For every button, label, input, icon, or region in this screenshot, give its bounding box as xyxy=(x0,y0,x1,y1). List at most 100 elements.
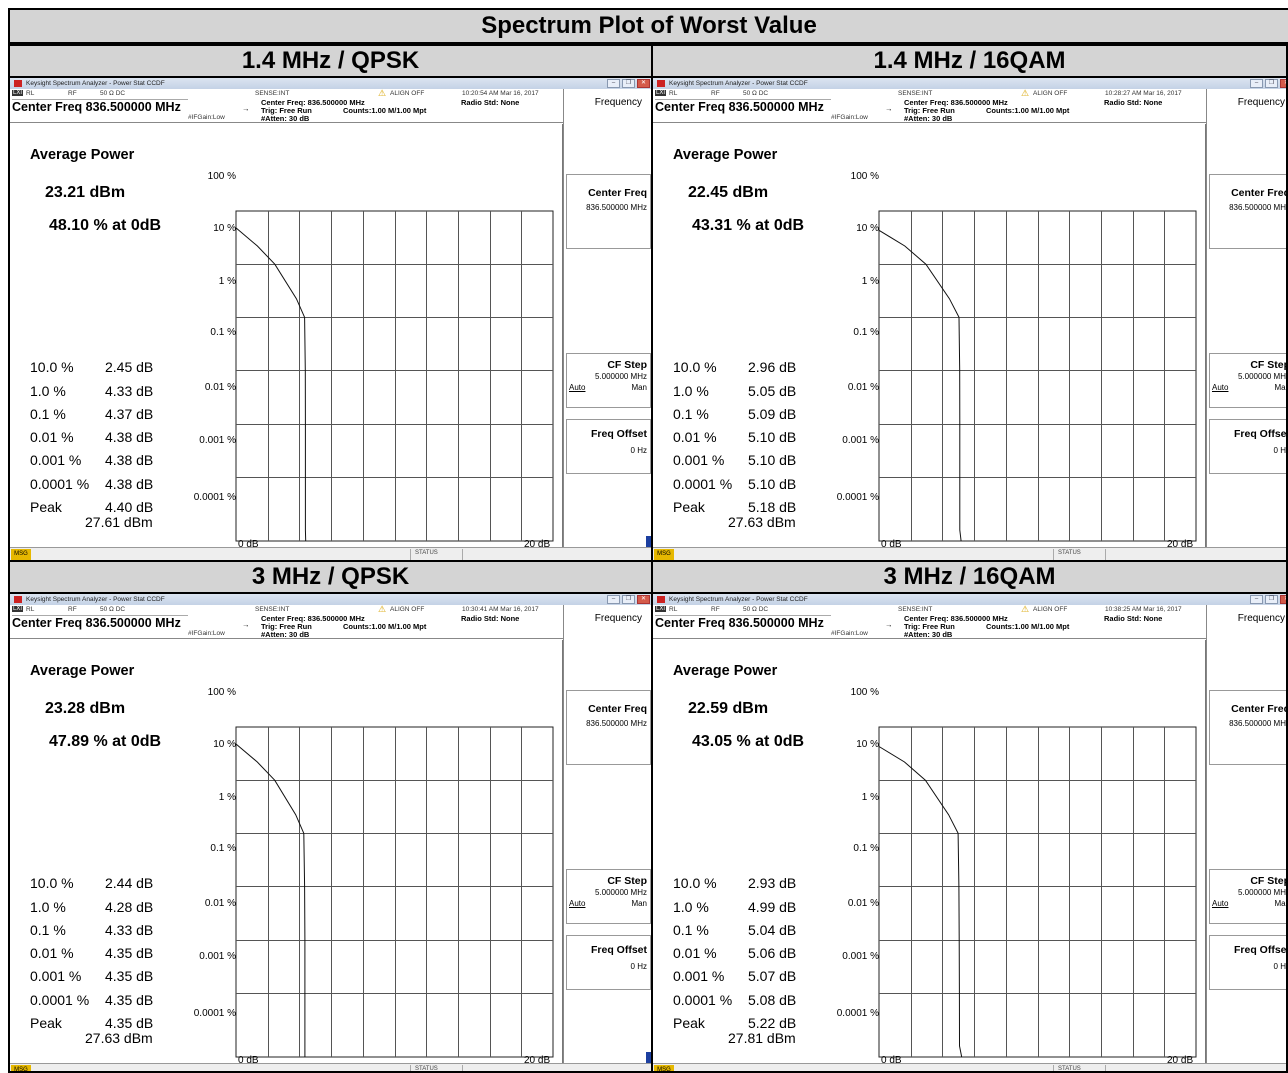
align-indicator: ALIGN OFF xyxy=(390,90,425,97)
status-bar: MSG STATUS xyxy=(10,1063,651,1071)
y-axis-tick-label: 10 % xyxy=(213,223,236,234)
if-gain: #IFGain:Low xyxy=(188,114,225,121)
center-freq-readout[interactable]: Center Freq 836.500000 MHz xyxy=(655,615,831,630)
stat-probability: 0.1 % xyxy=(30,406,66,422)
ccdf-trace xyxy=(235,227,307,542)
message-indicator[interactable]: MSG xyxy=(11,1065,31,1071)
center-freq-softkey[interactable]: Center Freq 836.500000 MHz xyxy=(566,690,651,765)
status-divider xyxy=(410,549,411,561)
status-bar: MSG STATUS xyxy=(653,1063,1286,1071)
measurement-results: Average Power 22.59 dBm 43.05 % at 0dB 10.0… xyxy=(653,640,825,1063)
impedance-indicator: 50 Ω DC xyxy=(743,606,769,613)
restore-button[interactable]: ❐ xyxy=(1265,595,1278,604)
center-freq-readout[interactable]: Center Freq 836.500000 MHz xyxy=(12,99,188,114)
stat-value: 5.07 dB xyxy=(748,968,797,984)
stat-value: 5.22 dB xyxy=(748,1015,797,1031)
rl-indicator: RL xyxy=(26,90,35,97)
app-icon xyxy=(14,80,22,87)
softkey-value: 836.500000 MHz xyxy=(1229,203,1288,212)
softkey-label: Freq Offset xyxy=(1233,428,1288,440)
message-indicator[interactable]: MSG xyxy=(654,549,674,560)
freq-offset-softkey[interactable]: Freq Offset 0 Hz xyxy=(566,419,651,474)
section-heading: 3 MHz / 16QAM xyxy=(651,560,1288,594)
page-title: Spectrum Plot of Worst Value xyxy=(8,8,1288,44)
freq-offset-softkey[interactable]: Freq Offset 0 Hz xyxy=(1209,419,1288,474)
restore-button[interactable]: ❐ xyxy=(622,79,635,88)
minimize-button[interactable]: – xyxy=(1250,79,1263,88)
rf-indicator: RF xyxy=(711,90,720,97)
stat-value: 4.35 dB xyxy=(105,1015,154,1031)
minimize-button[interactable]: – xyxy=(607,79,620,88)
man-option[interactable]: Man xyxy=(1274,383,1286,392)
lxi-icon: LXI xyxy=(655,606,667,612)
restore-button[interactable]: ❐ xyxy=(622,595,635,604)
minimize-button[interactable]: – xyxy=(607,595,620,604)
plot-border xyxy=(235,210,554,542)
warning-icon: ⚠ xyxy=(378,604,387,614)
warning-icon: ⚠ xyxy=(1021,604,1030,614)
softkey-value: 0 Hz xyxy=(630,446,647,455)
impedance-indicator: 50 Ω DC xyxy=(100,90,126,97)
y-axis-tick-label: 0.1 % xyxy=(853,843,879,854)
stat-value: 4.35 dB xyxy=(105,992,154,1008)
stat-value: 5.04 dB xyxy=(748,922,797,938)
stat-probability: 0.01 % xyxy=(673,429,717,445)
close-button[interactable]: ✕ xyxy=(637,79,650,88)
rl-indicator: RL xyxy=(669,606,678,613)
header-center-freq: Center Freq: 836.500000 MHz xyxy=(904,98,1008,107)
stat-probability: 0.0001 % xyxy=(30,992,90,1008)
stat-value: 4.38 dB xyxy=(105,429,154,445)
center-freq-softkey[interactable]: Center Freq 836.500000 MHz xyxy=(1209,690,1286,765)
y-axis-tick-label: 0.01 % xyxy=(847,898,879,909)
center-freq-readout[interactable]: Center Freq 836.500000 MHz xyxy=(655,99,831,114)
trigger-mode: Trig: Free Run xyxy=(261,622,312,631)
close-button[interactable]: ✕ xyxy=(1280,595,1286,604)
x-axis-end-label: 20 dB xyxy=(524,539,551,550)
average-power-dbm: 23.21 dBm xyxy=(45,184,126,201)
timestamp: 10:38:25 AM Mar 16, 2017 xyxy=(1105,606,1182,613)
ccdf-plot: 100 % 10 % 1 % 0.1 % 0.01 % 0.001 % 0.0001 % 0 … xyxy=(182,640,563,1071)
man-option[interactable]: Man xyxy=(1274,899,1286,908)
measurement-info-bar: LXI RL RF 50 Ω DC SENSE:INT ⚠ ALIGN OFF 10:28:2… xyxy=(653,88,1206,123)
close-button[interactable]: ✕ xyxy=(1280,79,1286,88)
center-freq-softkey[interactable]: Center Freq 836.500000 MHz xyxy=(1209,174,1288,249)
close-button[interactable]: ✕ xyxy=(637,595,650,604)
window-controls: –❐✕ xyxy=(1250,79,1286,88)
freq-offset-softkey[interactable]: Freq Offset 0 Hz xyxy=(566,935,651,990)
measurement-info-bar: LXI RL RF 50 Ω DC SENSE:INT ⚠ ALIGN OFF 10:38:2… xyxy=(653,604,1206,639)
x-axis-end-label: 20 dB xyxy=(1167,1055,1194,1066)
x-axis-start-label: 0 dB xyxy=(238,1055,259,1066)
softkey-label: Center Freq xyxy=(588,187,647,199)
auto-option[interactable]: Auto xyxy=(569,383,586,392)
average-power-percent: 47.89 % at 0dB xyxy=(49,733,162,750)
message-indicator[interactable]: MSG xyxy=(11,549,31,560)
auto-option[interactable]: Auto xyxy=(1212,383,1229,392)
stat-probability: 0.1 % xyxy=(673,922,709,938)
man-option[interactable]: Man xyxy=(631,383,647,392)
y-axis-tick-label: 0.1 % xyxy=(210,327,236,338)
message-indicator[interactable]: MSG xyxy=(654,1065,674,1071)
ccdf-trace xyxy=(235,743,306,1057)
stat-value: 5.09 dB xyxy=(748,406,797,422)
center-freq-softkey[interactable]: Center Freq 836.500000 MHz xyxy=(566,174,651,249)
attenuation: #Atten: 30 dB xyxy=(904,630,953,639)
y-axis-tick-label: 0.001 % xyxy=(199,951,236,962)
y-axis-tick-label: 0.1 % xyxy=(853,327,879,338)
man-option[interactable]: Man xyxy=(631,899,647,908)
restore-button[interactable]: ❐ xyxy=(1265,79,1278,88)
auto-option[interactable]: Auto xyxy=(569,899,586,908)
freq-offset-softkey[interactable]: Freq Offset 0 Hz xyxy=(1209,935,1286,990)
minimize-button[interactable]: – xyxy=(1250,595,1263,604)
x-axis-start-label: 0 dB xyxy=(881,539,902,550)
y-axis-tick-label: 1 % xyxy=(861,792,879,803)
stat-probability: 1.0 % xyxy=(673,383,709,399)
stat-probability: 0.001 % xyxy=(673,968,725,984)
stat-value: 4.33 dB xyxy=(105,922,154,938)
center-freq-readout[interactable]: Center Freq 836.500000 MHz xyxy=(12,615,188,630)
auto-option[interactable]: Auto xyxy=(1212,899,1229,908)
